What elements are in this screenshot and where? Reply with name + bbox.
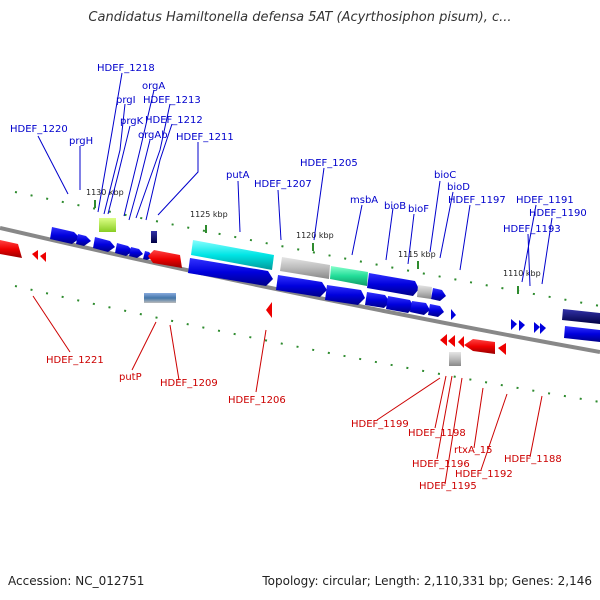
gene-arrow (540, 323, 546, 334)
gene-label: HDEF_1207 (254, 179, 312, 190)
gene-arrow (115, 243, 133, 256)
gene-label: HDEF_1218 (97, 63, 155, 74)
gene-arrow (498, 343, 506, 355)
gene-arrow (458, 336, 464, 348)
genome-summary-text: Topology: circular; Length: 2,110,331 bp… (262, 574, 592, 588)
gene-arrow (188, 258, 273, 286)
gene-arrow (40, 252, 46, 262)
gene-label: bioF (408, 204, 429, 215)
gene-label: HDEF_1193 (503, 224, 561, 235)
reverse-labels: HDEF_1221 putP HDEF_1209 HDEF_1206 HDEF_… (46, 355, 562, 492)
gene-label: prgI (116, 95, 136, 106)
gene-arrow (50, 227, 80, 244)
gene-label: orgAb (138, 130, 168, 141)
gene-arrow (534, 322, 540, 333)
gene-label: HDEF_1213 (143, 95, 201, 106)
kbp-tick-label: 1130 kbp (86, 188, 124, 197)
gene-label: HDEF_1221 (46, 355, 104, 366)
gene-label: HDEF_1198 (408, 428, 466, 439)
gene-arrow (519, 320, 525, 331)
gene-label: HDEF_1196 (412, 459, 470, 470)
gene-block (330, 266, 368, 286)
gene-label: bioB (384, 201, 406, 212)
gene-arrow (367, 273, 419, 296)
gene-block (144, 293, 176, 303)
gene-arrow (93, 237, 115, 252)
gene-arrow (562, 309, 600, 324)
accession-text: Accession: NC_012751 (8, 574, 145, 588)
gene-block (151, 231, 157, 243)
gene-arrow (451, 309, 456, 320)
gene-arrow (148, 250, 182, 268)
gene-label: prgH (69, 136, 93, 147)
gene-arrow (365, 292, 390, 308)
forward-leaders (37, 72, 553, 287)
forward-genes-lower (188, 258, 600, 342)
gene-arrow (464, 339, 495, 354)
gene-arrow (32, 250, 38, 260)
gene-label: HDEF_1209 (160, 378, 218, 389)
gene-label: HDEF_1197 (448, 195, 506, 206)
gene-label: HDEF_1191 (516, 195, 574, 206)
gene-label: HDEF_1211 (176, 132, 234, 143)
gene-arrow (129, 247, 143, 258)
gene-arrow (428, 304, 444, 317)
gene-label: HDEF_1205 (300, 158, 358, 169)
kbp-tick-label: 1125 kbp (190, 210, 228, 219)
gene-label: prgK (120, 116, 144, 127)
gene-arrow (0, 240, 22, 258)
gene-arrow (564, 326, 600, 342)
gene-block (449, 352, 461, 366)
gene-arrow (431, 288, 446, 301)
gene-block (99, 218, 116, 232)
kbp-tick-label: 1110 kbp (503, 269, 541, 278)
gene-label: HDEF_1188 (504, 454, 562, 465)
gene-label: rtxA_15 (454, 445, 493, 456)
gene-label: HDEF_1220 (10, 124, 68, 135)
gene-block (417, 285, 432, 299)
gene-label: HDEF_1212 (145, 115, 203, 126)
reverse-genes (0, 240, 506, 366)
gene-label: msbA (350, 195, 378, 206)
gene-label: HDEF_1195 (419, 481, 477, 492)
gene-arrow (76, 234, 91, 246)
gene-label: bioC (434, 170, 456, 181)
genome-backbone (0, 226, 600, 354)
gene-arrow (440, 334, 447, 346)
gene-arrow (386, 296, 414, 313)
gene-label: putA (226, 170, 250, 181)
map-title: Candidatus Hamiltonella defensa 5AT (Acy… (88, 10, 512, 25)
gene-arrow (266, 302, 272, 318)
gene-arrow (511, 319, 517, 330)
gene-label: HDEF_1192 (455, 469, 513, 480)
gene-arrow (410, 301, 430, 315)
gene-label: HDEF_1199 (351, 419, 409, 430)
forward-genes-upper (50, 218, 600, 324)
gene-arrow (325, 285, 365, 305)
forward-labels: HDEF_1218 orgA prgI HDEF_1213 prgK HDEF_… (10, 63, 587, 235)
gene-label: HDEF_1206 (228, 395, 286, 406)
reverse-leaders (32, 295, 543, 485)
gene-arrow (276, 275, 327, 297)
gene-block (191, 240, 274, 270)
kbp-ticks (94, 200, 519, 294)
gene-arrow (448, 335, 455, 347)
gene-label: putP (119, 372, 142, 383)
gene-block (280, 257, 330, 279)
gene-label: bioD (447, 182, 470, 193)
gene-label: orgA (142, 81, 165, 92)
gene-label: HDEF_1190 (529, 208, 587, 219)
kbp-tick-label: 1115 kbp (398, 250, 436, 259)
